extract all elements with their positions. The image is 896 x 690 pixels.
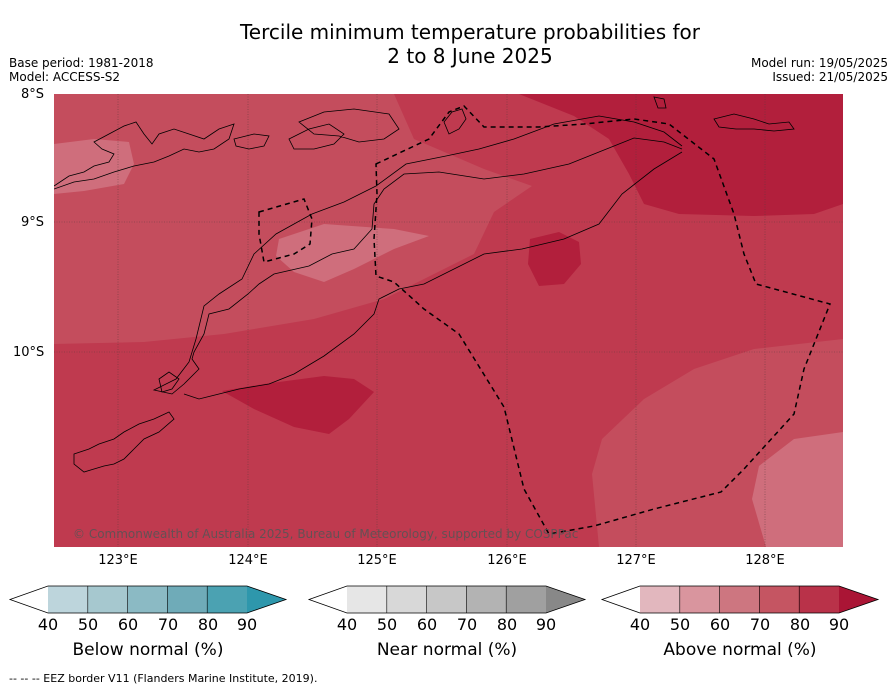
- colorbar-arrow-high: [546, 586, 585, 613]
- colorbar-arrow-high: [247, 586, 286, 613]
- colorbar-segment: [87, 586, 129, 613]
- fill-90-southwest: [222, 376, 374, 434]
- coast-timor-south: [183, 151, 683, 400]
- colorbar-segment: [48, 586, 89, 613]
- above-tick-80: 80: [789, 615, 811, 634]
- colorbar-arrow-high: [839, 586, 878, 613]
- colorbar-arrow-low: [602, 586, 640, 613]
- colorbar-label-above: Above normal (%): [663, 640, 817, 660]
- lon-label-124e: 124°E: [228, 553, 268, 568]
- page-title: Tercile minimum temperature probabilitie…: [0, 20, 896, 68]
- near-tick-80: 80: [496, 615, 518, 634]
- lat-label-8s: 8°S: [21, 87, 45, 102]
- fill-70-north: [54, 94, 532, 344]
- fill-90-northeast: [519, 94, 843, 216]
- map-fills: [54, 94, 843, 547]
- copyright-note: © Commonwealth of Australia 2025, Bureau…: [73, 527, 579, 541]
- title-line-2: 2 to 8 June 2025: [387, 44, 553, 68]
- meta-right: Model run: 19/05/2025 Issued: 21/05/2025: [751, 56, 888, 84]
- fill-60-southeast: [752, 432, 843, 547]
- coast-islands: [233, 108, 400, 150]
- colorbar-outline: [600, 585, 880, 614]
- coast-rote: [158, 371, 180, 393]
- fill-60-west: [54, 139, 134, 194]
- issued-date: Issued: 21/05/2025: [772, 70, 888, 84]
- colorbar-segment: [799, 586, 840, 613]
- eez-north: [373, 105, 832, 535]
- probability-map: [54, 94, 843, 547]
- above-tick-40: 40: [629, 615, 651, 634]
- lon-label-126e: 126°E: [487, 553, 527, 568]
- eez-footer-note: -- -- -- EEZ border V11 (Flanders Marine…: [9, 672, 318, 685]
- coastlines: [54, 96, 795, 473]
- colorbar-outline: [307, 585, 587, 614]
- lon-label-125e: 125°E: [357, 553, 397, 568]
- lon-label-128e: 128°E: [745, 553, 785, 568]
- colorbar-segment: [466, 586, 507, 613]
- below-tick-50: 50: [77, 615, 99, 634]
- below-tick-40: 40: [37, 615, 59, 634]
- lon-label-127e: 127°E: [616, 553, 656, 568]
- colorbar-segment: [679, 586, 721, 613]
- gridlines: [54, 94, 843, 547]
- coast-north-east: [443, 96, 795, 135]
- fill-60-center: [276, 224, 429, 282]
- meta-left: Base period: 1981-2018 Model: ACCESS-S2: [9, 56, 154, 84]
- colorbar-arrow-low: [10, 586, 48, 613]
- lon-label-123e: 123°E: [98, 553, 138, 568]
- colorbar-above-normal: [600, 585, 880, 614]
- fill-90-center: [528, 232, 581, 286]
- near-tick-70: 70: [456, 615, 478, 634]
- lat-label-10s: 10°S: [13, 345, 45, 360]
- colorbar-segment: [127, 586, 168, 613]
- coast-alor-flores: [54, 121, 235, 190]
- colorbar-segment: [719, 586, 760, 613]
- lat-label-9s: 9°S: [21, 215, 45, 230]
- near-tick-60: 60: [416, 615, 438, 634]
- below-tick-70: 70: [157, 615, 179, 634]
- colorbar-segment: [386, 586, 428, 613]
- below-tick-60: 60: [117, 615, 139, 634]
- model-run: Model run: 19/05/2025: [750, 56, 888, 70]
- colorbar-outline: [8, 585, 288, 614]
- colorbar-below-normal: [8, 585, 288, 614]
- colorbar-segment: [640, 586, 681, 613]
- below-tick-80: 80: [197, 615, 219, 634]
- colorbar-near-normal: [307, 585, 587, 614]
- colorbar-segment: [167, 586, 208, 613]
- below-tick-90: 90: [236, 615, 258, 634]
- near-tick-40: 40: [336, 615, 358, 634]
- eez-border: [258, 105, 832, 535]
- near-tick-50: 50: [376, 615, 398, 634]
- colorbar-label-below: Below normal (%): [72, 640, 224, 660]
- eez-oecusse: [258, 198, 313, 263]
- colorbar-segment: [347, 586, 388, 613]
- colorbar-segment: [506, 586, 547, 613]
- model-name: Model: ACCESS-S2: [9, 70, 121, 84]
- above-tick-50: 50: [669, 615, 691, 634]
- base-period: Base period: 1981-2018: [9, 56, 154, 70]
- above-tick-90: 90: [828, 615, 850, 634]
- colorbar-segment: [426, 586, 467, 613]
- colorbars: [8, 585, 880, 614]
- coast-timor: [152, 115, 683, 395]
- colorbar-label-near: Near normal (%): [376, 640, 518, 660]
- above-tick-70: 70: [749, 615, 771, 634]
- title-line-1: Tercile minimum temperature probabilitie…: [239, 20, 701, 44]
- coast-sumba: [73, 411, 175, 473]
- colorbar-segment: [759, 586, 800, 613]
- colorbar-arrow-low: [309, 586, 347, 613]
- colorbar-segment: [207, 586, 248, 613]
- near-tick-90: 90: [535, 615, 557, 634]
- above-tick-60: 60: [709, 615, 731, 634]
